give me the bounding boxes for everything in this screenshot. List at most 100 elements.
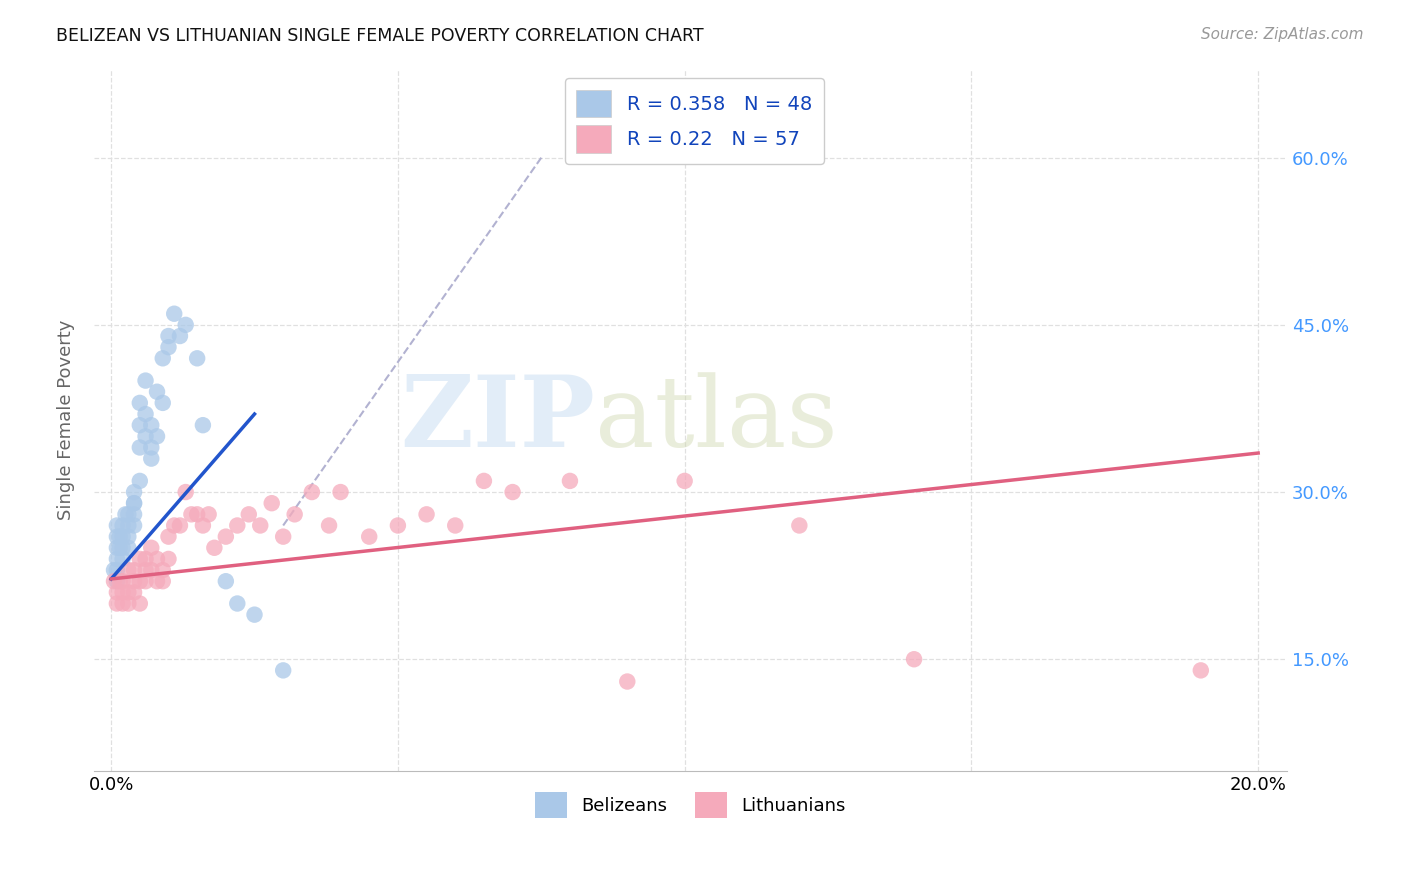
Point bbox=[387, 518, 409, 533]
Point bbox=[415, 508, 437, 522]
Point bbox=[111, 541, 134, 555]
Point bbox=[117, 508, 139, 522]
Point bbox=[152, 351, 174, 366]
Point bbox=[284, 508, 307, 522]
Point bbox=[117, 585, 139, 599]
Point bbox=[128, 597, 150, 611]
Point bbox=[249, 518, 271, 533]
Point bbox=[169, 329, 191, 343]
Point bbox=[122, 485, 145, 500]
Point bbox=[174, 318, 197, 332]
Point bbox=[111, 574, 134, 589]
Point bbox=[141, 451, 163, 466]
Point bbox=[105, 574, 128, 589]
Point bbox=[105, 597, 128, 611]
Point bbox=[128, 396, 150, 410]
Text: Source: ZipAtlas.com: Source: ZipAtlas.com bbox=[1201, 27, 1364, 42]
Point bbox=[141, 563, 163, 577]
Point bbox=[103, 563, 125, 577]
Point bbox=[122, 496, 145, 510]
Point bbox=[105, 585, 128, 599]
Point bbox=[191, 518, 214, 533]
Point bbox=[157, 340, 180, 354]
Point bbox=[111, 597, 134, 611]
Point bbox=[163, 307, 186, 321]
Point bbox=[128, 441, 150, 455]
Point bbox=[117, 597, 139, 611]
Point bbox=[141, 541, 163, 555]
Point bbox=[169, 518, 191, 533]
Point bbox=[202, 541, 225, 555]
Point bbox=[108, 574, 131, 589]
Point bbox=[301, 485, 323, 500]
Point bbox=[135, 407, 157, 421]
Point bbox=[122, 585, 145, 599]
Point bbox=[157, 530, 180, 544]
Point bbox=[128, 418, 150, 433]
Point bbox=[108, 541, 131, 555]
Point bbox=[105, 552, 128, 566]
Point bbox=[271, 530, 294, 544]
Point bbox=[215, 530, 238, 544]
Point bbox=[141, 441, 163, 455]
Point bbox=[146, 429, 169, 443]
Point bbox=[174, 485, 197, 500]
Point bbox=[226, 597, 249, 611]
Point bbox=[191, 418, 214, 433]
Point bbox=[558, 474, 581, 488]
Y-axis label: Single Female Poverty: Single Female Poverty bbox=[58, 319, 75, 520]
Point bbox=[111, 585, 134, 599]
Point bbox=[105, 541, 128, 555]
Point bbox=[111, 552, 134, 566]
Point bbox=[117, 518, 139, 533]
Point bbox=[157, 552, 180, 566]
Point bbox=[903, 652, 925, 666]
Point bbox=[122, 496, 145, 510]
Point bbox=[135, 374, 157, 388]
Point bbox=[122, 574, 145, 589]
Point bbox=[105, 563, 128, 577]
Text: BELIZEAN VS LITHUANIAN SINGLE FEMALE POVERTY CORRELATION CHART: BELIZEAN VS LITHUANIAN SINGLE FEMALE POV… bbox=[56, 27, 704, 45]
Point bbox=[122, 518, 145, 533]
Point bbox=[117, 563, 139, 577]
Point bbox=[329, 485, 352, 500]
Point bbox=[128, 552, 150, 566]
Point bbox=[502, 485, 524, 500]
Point bbox=[135, 429, 157, 443]
Point bbox=[271, 664, 294, 678]
Point bbox=[111, 530, 134, 544]
Point bbox=[128, 474, 150, 488]
Point bbox=[135, 574, 157, 589]
Legend: Belizeans, Lithuanians: Belizeans, Lithuanians bbox=[527, 785, 853, 825]
Point bbox=[152, 574, 174, 589]
Point bbox=[186, 351, 208, 366]
Point bbox=[103, 574, 125, 589]
Point bbox=[186, 508, 208, 522]
Point bbox=[146, 552, 169, 566]
Point bbox=[180, 508, 202, 522]
Point bbox=[789, 518, 811, 533]
Point bbox=[117, 530, 139, 544]
Point bbox=[472, 474, 495, 488]
Point bbox=[108, 530, 131, 544]
Point bbox=[163, 518, 186, 533]
Point bbox=[197, 508, 219, 522]
Point bbox=[152, 563, 174, 577]
Point bbox=[238, 508, 260, 522]
Text: atlas: atlas bbox=[595, 372, 838, 467]
Point bbox=[135, 563, 157, 577]
Point bbox=[444, 518, 467, 533]
Point bbox=[616, 674, 638, 689]
Point bbox=[215, 574, 238, 589]
Point bbox=[152, 396, 174, 410]
Point bbox=[122, 563, 145, 577]
Point bbox=[105, 530, 128, 544]
Point bbox=[260, 496, 283, 510]
Point bbox=[146, 384, 169, 399]
Point bbox=[128, 574, 150, 589]
Point bbox=[318, 518, 340, 533]
Point bbox=[359, 530, 381, 544]
Point bbox=[114, 508, 136, 522]
Point bbox=[157, 329, 180, 343]
Point bbox=[117, 541, 139, 555]
